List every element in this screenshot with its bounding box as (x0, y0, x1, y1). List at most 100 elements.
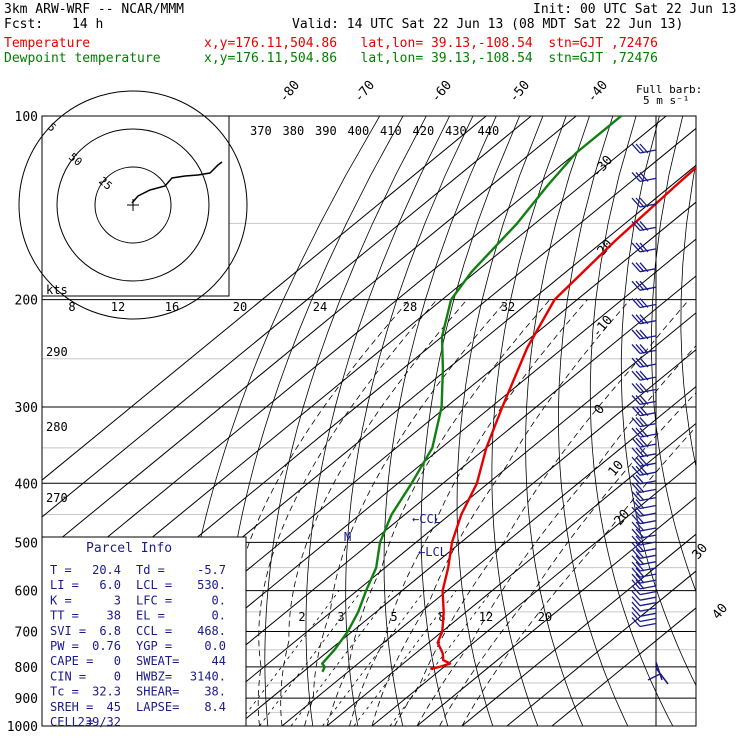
parcel-value: 468. (197, 624, 226, 638)
parcel-key: LFC = (136, 593, 172, 607)
wind-barb (631, 528, 657, 539)
isotherm-label-right: 10 (606, 458, 628, 480)
wind-barb (631, 314, 657, 325)
parcel-key: YGP = (136, 639, 172, 653)
parcel-key: SHEAR= (136, 685, 179, 699)
hodograph-trace (131, 161, 223, 204)
mixing-ratio-label: 8 (438, 610, 445, 624)
wind-barb (631, 417, 657, 428)
dry-adiabat (589, 116, 674, 726)
isotherm (461, 533, 696, 726)
wind-barb (631, 542, 657, 553)
dewpoint-line (321, 116, 622, 673)
dry-adiabat (491, 116, 567, 726)
dry-adiabat (383, 116, 497, 726)
moist-adiabat (439, 392, 696, 726)
barb-legend: 5 m s⁻¹ (643, 94, 689, 107)
mixing-ratio-label: 20 (538, 610, 552, 624)
mixing-ratio-label: 2 (298, 610, 305, 624)
mixing-ratio-label: 12 (479, 610, 493, 624)
wind-barb (631, 171, 657, 183)
dry-adiabat (710, 116, 740, 726)
parcel-value: 3 (114, 593, 121, 607)
parcel-key: CCL = (136, 624, 172, 638)
isotherm (551, 607, 696, 726)
wind-barb (631, 612, 657, 623)
speed-tick-label: 28 (403, 300, 417, 314)
parcel-info-box: Parcel Info T = 20.4 Td = -5.7 LI = 6.0 LCL = 53… (41, 536, 247, 729)
theta-label: 410 (380, 124, 402, 138)
dry-adiabat (305, 116, 450, 726)
pressure-tick-label: 700 (15, 626, 38, 641)
isotherm (236, 349, 696, 726)
isotherm-label-top: -60 (429, 78, 456, 106)
isotherm-label-top: -70 (352, 78, 379, 106)
isotherm (42, 116, 487, 481)
parcel-key: PW = (50, 639, 79, 653)
wind-barb (631, 601, 657, 612)
isotherm-label-top: -80 (277, 78, 304, 106)
hodograph-ring (94, 166, 172, 244)
dry-adiabat (345, 116, 474, 726)
init-time: Init: 00 UTC Sat 22 Jun 13 (533, 2, 737, 17)
parcel-value: 32.3 (92, 685, 121, 699)
parcel-key: T = (50, 563, 72, 577)
theta-label: 380 (283, 124, 305, 138)
model-title: 3km ARW-WRF -- NCAR/MMM (4, 2, 185, 17)
isotherm (326, 422, 696, 726)
pressure-tick-label: 300 (15, 401, 38, 416)
parcel-value: 20.4 (92, 563, 121, 577)
parcel-value: 0. (212, 593, 226, 607)
isotherm (191, 312, 696, 726)
wind-barb (631, 617, 657, 628)
mixing-ratio-line (322, 590, 425, 726)
mixing-ratio-line (290, 590, 394, 726)
wind-barb (631, 220, 657, 232)
isotherm-label-right: -10 (590, 313, 617, 341)
wind-barb (631, 394, 657, 406)
dry-adiabat (651, 116, 696, 593)
wind-barb (631, 280, 657, 291)
wind-barb (631, 474, 657, 485)
wind-barb (631, 447, 657, 458)
wind-barb (631, 567, 657, 578)
parcel-key: SREH = (50, 700, 93, 714)
dry-adiabat (558, 116, 629, 726)
parcel-value: 6.0 (99, 578, 121, 592)
parcel-key: K = (50, 593, 72, 607)
parcel-value: 38 (107, 609, 121, 623)
parcel-key: LAPSE= (136, 700, 179, 714)
wind-barb (631, 561, 657, 572)
parcel-key: LI = (50, 578, 79, 592)
isotherm-label-top: -50 (507, 78, 534, 106)
mixing-ratio-label: 5 (390, 610, 397, 624)
mixing-ratio-line (353, 590, 457, 726)
theta-label-left: 280 (46, 420, 68, 434)
pressure-tick-label: 200 (15, 294, 38, 309)
wind-barb (631, 437, 657, 448)
isotherm-label-right: 20 (612, 507, 634, 529)
wind-barb (631, 491, 657, 502)
parcel-value: 45 (107, 700, 121, 714)
wind-barb (631, 456, 657, 467)
dry-adiabat (620, 116, 696, 687)
hodograph-units: kts (46, 283, 68, 297)
wind-barb (631, 370, 657, 381)
isotherm-label-right: 0 (592, 402, 609, 418)
speed-tick-label: 16 (165, 300, 179, 314)
parcel-value: 0 (114, 669, 121, 683)
wind-barb (631, 329, 657, 340)
sounding-series (321, 116, 696, 673)
parcel-key: Td = (136, 563, 165, 577)
theta-label-left: 290 (46, 345, 68, 359)
moist-adiabat (230, 299, 410, 726)
pressure-tick-label: 1000 (7, 720, 38, 735)
pressure-tick-label: 800 (15, 661, 38, 676)
parcel-title: Parcel Info (86, 541, 172, 556)
parcel-value: 44 (212, 654, 226, 668)
temperature-location: x,y=176.11,504.86 lat,lon= 39.13,-108.54… (204, 36, 658, 51)
parcel-key: TT = (50, 609, 79, 623)
parcel-value: -5.7 (197, 563, 226, 577)
